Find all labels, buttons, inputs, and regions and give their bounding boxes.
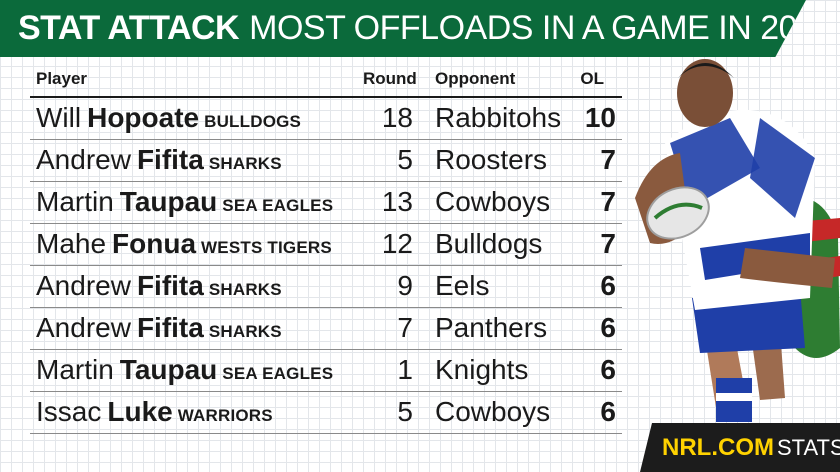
round-cell: 1 (397, 354, 413, 385)
player-last-name: Fifita (136, 144, 204, 175)
opponent-cell: Panthers (435, 312, 548, 343)
player-last-name: Fonua (112, 228, 197, 259)
offloads-cell: 6 (600, 270, 616, 301)
player-last-name: Fifita (136, 312, 204, 343)
opponent-cell: Eels (435, 270, 490, 301)
table-row: Andrew Fifita SHARKS 5 Roosters 7 (30, 140, 622, 182)
player-first-name: Andrew (36, 144, 131, 175)
player-first-name: Will (36, 102, 82, 133)
offloads-cell: 7 (600, 144, 616, 175)
player-first-name: Martin (36, 186, 114, 217)
round-cell: 5 (397, 396, 413, 427)
round-cell: 7 (397, 312, 413, 343)
title-strong: STAT ATTACK (18, 9, 240, 47)
opponent-cell: Cowboys (435, 186, 551, 217)
player-club: SEA EAGLES (222, 364, 334, 383)
offloads-cell: 6 (600, 354, 616, 385)
col-player: Player (36, 69, 88, 88)
offloads-cell: 6 (600, 312, 616, 343)
table-row: Mahe Fonua WESTS TIGERS 12 Bulldogs 7 (30, 224, 622, 266)
table-row: Andrew Fifita SHARKS 7 Panthers 6 (30, 308, 622, 350)
player-cell: Andrew Fifita SHARKS (36, 313, 282, 347)
title-banner: STAT ATTACK MOST OFFLOADS IN A GAME IN 2… (0, 0, 806, 57)
offloads-cell: 6 (600, 396, 616, 427)
player-cell: Martin Taupau SEA EAGLES (36, 187, 333, 221)
round-cell: 12 (381, 228, 413, 259)
player-cell: Issac Luke WARRIORS (36, 397, 273, 431)
player-club: SHARKS (208, 322, 282, 341)
round-cell: 18 (381, 102, 413, 133)
opponent-cell: Knights (435, 354, 529, 385)
player-first-name: Andrew (36, 312, 131, 343)
title-light: MOST OFFLOADS IN A GAME IN 2018 (249, 9, 834, 47)
player-club: SEA EAGLES (222, 196, 334, 215)
footer-brand: NRL.COM (662, 433, 774, 461)
player-cell: Andrew Fifita SHARKS (36, 271, 282, 305)
table-body: Will Hopoate BULLDOGS 18 Rabbitohs 10 Andrew Fi… (30, 98, 622, 434)
player-last-name: Hopoate (87, 102, 200, 133)
table-row: Andrew Fifita SHARKS 9 Eels 6 (30, 266, 622, 308)
table-header: Player Round Opponent OL (30, 62, 622, 98)
player-cell: Will Hopoate BULLDOGS (36, 103, 301, 137)
player-club: WESTS TIGERS (201, 238, 332, 257)
round-cell: 9 (397, 270, 413, 301)
offloads-cell: 10 (584, 102, 616, 133)
player-club: BULLDOGS (204, 112, 302, 131)
opponent-cell: Cowboys (435, 396, 551, 427)
opponent-cell: Rabbitohs (435, 102, 562, 133)
player-last-name: Taupau (119, 186, 218, 217)
player-first-name: Martin (36, 354, 114, 385)
player-last-name: Fifita (136, 270, 204, 301)
offloads-cell: 7 (600, 186, 616, 217)
player-first-name: Andrew (36, 270, 131, 301)
player-photo (610, 48, 840, 428)
offloads-cell: 7 (600, 228, 616, 259)
round-cell: 13 (381, 186, 413, 217)
col-ol: OL (580, 69, 604, 88)
player-cell: Andrew Fifita SHARKS (36, 145, 282, 179)
round-cell: 5 (397, 144, 413, 175)
player-cell: Martin Taupau SEA EAGLES (36, 355, 333, 389)
table-row: Issac Luke WARRIORS 5 Cowboys 6 (30, 392, 622, 434)
player-last-name: Luke (107, 396, 173, 427)
player-club: WARRIORS (177, 406, 273, 425)
col-opponent: Opponent (435, 69, 516, 88)
nrl-stats-logo: NRL.COM STATS (640, 423, 840, 472)
table-row: Martin Taupau SEA EAGLES 1 Knights 6 (30, 350, 622, 392)
stats-table: Player Round Opponent OL Will Hopoate BULL… (30, 62, 622, 434)
player-cell: Mahe Fonua WESTS TIGERS (36, 229, 332, 263)
player-last-name: Taupau (119, 354, 218, 385)
player-first-name: Issac (36, 396, 102, 427)
player-club: SHARKS (208, 154, 282, 173)
player-illustration (635, 59, 840, 422)
opponent-cell: Bulldogs (435, 228, 543, 259)
opponent-cell: Roosters (435, 144, 548, 175)
player-first-name: Mahe (36, 228, 107, 259)
col-round: Round (363, 69, 417, 88)
player-club: SHARKS (208, 280, 282, 299)
footer-suffix: STATS (776, 434, 840, 460)
table-row: Will Hopoate BULLDOGS 18 Rabbitohs 10 (30, 98, 622, 140)
table-row: Martin Taupau SEA EAGLES 13 Cowboys 7 (30, 182, 622, 224)
